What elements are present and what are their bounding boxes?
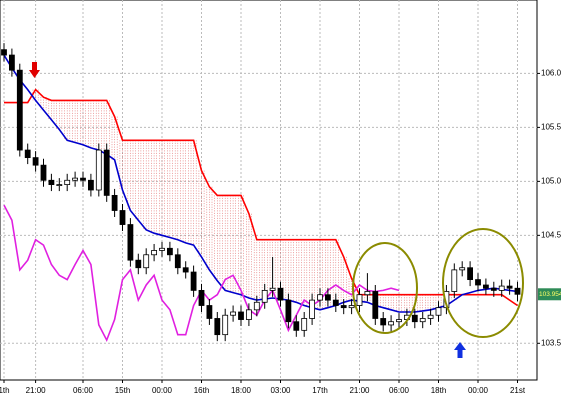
highlight-circle: [352, 242, 418, 334]
candle-body: [451, 269, 458, 292]
x-tick-label: 17th: [312, 386, 328, 395]
candle-body: [245, 309, 252, 320]
candle-body: [111, 194, 118, 211]
candle-body: [459, 267, 466, 271]
candle-body: [135, 259, 142, 269]
candle-body: [80, 177, 86, 181]
candle-body: [293, 321, 300, 331]
candle-body: [182, 267, 189, 273]
last-price-label: 103.954: [539, 291, 561, 298]
candle-body: [214, 318, 221, 336]
candle-body: [506, 285, 513, 289]
candle-body: [269, 287, 276, 291]
y-tick-label: 106.000: [541, 69, 561, 78]
candle-body: [411, 314, 418, 323]
candle-body: [72, 177, 78, 181]
y-tick-label: 103.500: [541, 338, 561, 347]
candle-body: [174, 254, 181, 269]
candle-body: [56, 184, 63, 187]
candle-body: [198, 289, 205, 306]
x-tick-label: 00:00: [152, 386, 173, 395]
candle-body: [48, 179, 55, 186]
highlight-circle: [442, 228, 524, 338]
candle-body: [32, 157, 39, 166]
candle-body: [309, 299, 316, 319]
candle-body: [166, 247, 173, 256]
candle-body: [40, 164, 47, 181]
candle-body: [190, 271, 197, 291]
x-tick-label: 15th: [115, 386, 131, 395]
candle-body: [324, 294, 331, 301]
candle-body: [340, 305, 347, 309]
candle-body: [206, 305, 213, 319]
indicator-line: [4, 88, 518, 307]
candle-body: [372, 291, 379, 319]
candle-body: [348, 305, 355, 309]
x-tick-label: 16th: [194, 386, 210, 395]
candle-body: [427, 314, 434, 319]
candle-body: [103, 149, 110, 196]
x-tick-label: 21st: [510, 386, 526, 395]
candle-body: [475, 279, 481, 286]
candle-body: [238, 311, 244, 320]
x-tick-label: 21:00: [349, 386, 370, 395]
y-tick-label: 105.000: [541, 176, 561, 185]
candle-body: [119, 210, 126, 225]
candle-body: [151, 250, 158, 256]
candle-body: [64, 179, 71, 186]
x-tick-label: 18th: [431, 386, 447, 395]
candle-body: [8, 54, 15, 71]
candle-body: [261, 289, 268, 303]
candle-body: [396, 319, 402, 323]
y-tick-label: 104.500: [541, 230, 561, 239]
candle-body: [127, 224, 134, 261]
candle-body: [482, 284, 489, 289]
candle-body: [1, 49, 7, 56]
down-arrow: [29, 62, 40, 78]
candle-body: [230, 311, 237, 316]
candle-body: [253, 301, 260, 311]
candle-body: [467, 267, 474, 281]
candle-body: [16, 69, 23, 151]
candle-body: [24, 149, 31, 159]
candle-body: [317, 294, 323, 301]
candle-body: [301, 318, 308, 331]
up-arrow: [454, 342, 466, 358]
candle-body: [285, 299, 292, 323]
candle-body: [514, 287, 521, 295]
candle-body: [277, 287, 284, 301]
candle-body: [95, 149, 102, 191]
candle-body: [143, 254, 150, 269]
candle-body: [222, 314, 229, 336]
candle-body: [332, 299, 339, 306]
x-tick-label: 00:00: [468, 386, 489, 395]
y-tick-label: 105.500: [541, 122, 561, 131]
x-tick-label: 21:00: [26, 386, 47, 395]
candle-body: [380, 318, 387, 326]
candle-body: [88, 179, 94, 191]
x-tick-label: 06:00: [389, 386, 410, 395]
candle-body: [498, 285, 505, 291]
candle-body: [159, 247, 165, 251]
candle-body: [388, 321, 395, 326]
last-price-box: [538, 288, 561, 301]
x-tick-label: 1th: [0, 386, 10, 395]
candle-body: [356, 294, 363, 306]
candle-body: [490, 287, 497, 291]
candle-body: [435, 307, 442, 316]
candle-body: [419, 318, 426, 323]
x-tick-label: 03:00: [270, 386, 291, 395]
x-tick-label: 18:00: [231, 386, 252, 395]
indicator-line: [3, 54, 518, 313]
candle-body: [364, 291, 371, 296]
x-tick-label: 06:00: [73, 386, 94, 395]
